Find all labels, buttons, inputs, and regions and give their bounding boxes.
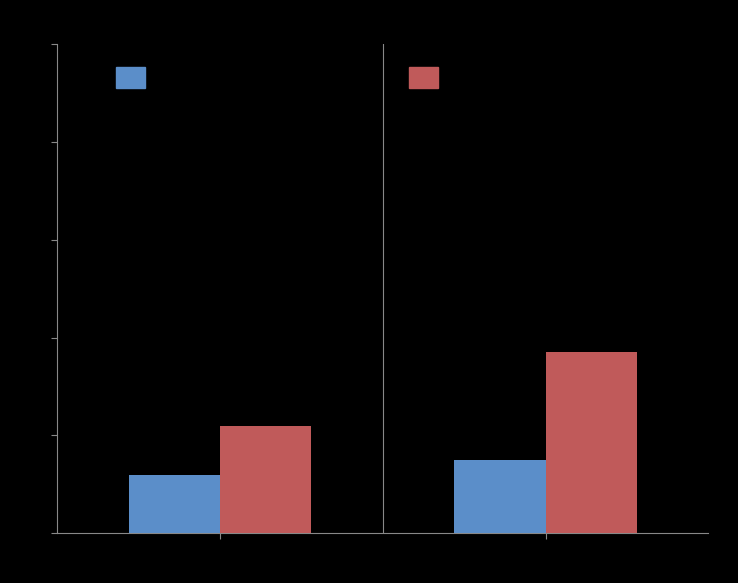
Bar — [129, 475, 220, 533]
Bar — [409, 66, 438, 88]
Bar — [220, 426, 311, 533]
Bar — [455, 460, 545, 533]
Bar — [116, 66, 145, 88]
Bar — [545, 352, 637, 533]
